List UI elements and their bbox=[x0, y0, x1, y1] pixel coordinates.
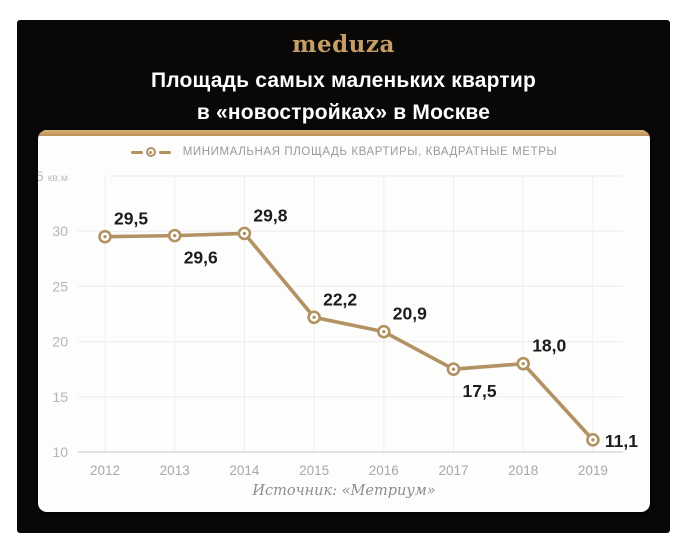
data-point-label: 20,9 bbox=[393, 304, 427, 324]
series-line bbox=[103, 231, 595, 442]
data-point-label: 29,8 bbox=[253, 205, 287, 225]
data-point-label: 22,2 bbox=[323, 289, 357, 309]
x-tick-label: 2017 bbox=[438, 463, 468, 478]
data-point-marker-dot bbox=[103, 235, 107, 239]
data-point-marker-dot bbox=[173, 233, 177, 238]
x-tick-label: 2018 bbox=[508, 463, 538, 478]
x-tick-label: 2014 bbox=[229, 463, 260, 478]
chart-legend: МИНИМАЛЬНАЯ ПЛОЩАДЬ КВАРТИРЫ, КВАДРАТНЫЕ… bbox=[38, 146, 650, 158]
chart-title-line2: в «новостройках» в Москве bbox=[196, 100, 491, 124]
x-tick-label: 2016 bbox=[369, 463, 399, 478]
x-tick-label: 2015 bbox=[299, 463, 329, 478]
x-tick-label: 2012 bbox=[90, 463, 120, 478]
x-tick-label: 2019 bbox=[578, 463, 608, 478]
data-point-label: 17,5 bbox=[463, 381, 497, 401]
chart-card: МИНИМАЛЬНАЯ ПЛОЩАДЬ КВАРТИРЫ, КВАДРАТНЫЕ… bbox=[38, 130, 650, 512]
legend-marker-icon bbox=[145, 147, 156, 157]
data-point-marker-dot bbox=[591, 438, 595, 442]
legend-label: МИНИМАЛЬНАЯ ПЛОЩАДЬ КВАРТИРЫ, КВАДРАТНЫЕ… bbox=[182, 146, 558, 158]
x-tick-label: 2013 bbox=[160, 463, 190, 478]
data-point-label: 29,5 bbox=[114, 209, 148, 229]
chart-svg: 35кв.м3025201510201220132014201520162017… bbox=[38, 168, 638, 478]
data-point-label: 11,1 bbox=[605, 431, 638, 451]
data-point-label: 18,0 bbox=[532, 336, 566, 356]
data-point-marker-dot bbox=[312, 315, 316, 320]
infographic-poster: meduza Площадь самых маленьких квартир в… bbox=[17, 20, 670, 533]
y-tick-label: 35кв.м bbox=[38, 168, 68, 184]
y-tick-label: 20 bbox=[52, 334, 68, 350]
legend-line-icon bbox=[130, 150, 143, 154]
chart-title: Площадь самых маленьких квартир в «новос… bbox=[17, 65, 670, 128]
data-point-marker-dot bbox=[451, 367, 456, 371]
data-point-marker-dot bbox=[242, 231, 247, 236]
y-tick-label: 30 bbox=[52, 223, 68, 239]
card-accent-bar bbox=[38, 130, 650, 136]
y-tick-label: 15 bbox=[52, 389, 68, 405]
y-tick-label: 10 bbox=[52, 444, 68, 460]
data-point-label: 29,6 bbox=[184, 248, 218, 268]
meduza-logo: meduza bbox=[292, 31, 395, 58]
y-tick-label: 25 bbox=[52, 278, 68, 294]
chart-title-line1: Площадь самых маленьких квартир bbox=[150, 69, 537, 92]
data-point-marker-dot bbox=[382, 329, 386, 334]
source-note: Источник: «Метриум» bbox=[252, 483, 436, 499]
data-point-marker-dot bbox=[521, 361, 525, 366]
legend-line-icon bbox=[158, 150, 171, 154]
